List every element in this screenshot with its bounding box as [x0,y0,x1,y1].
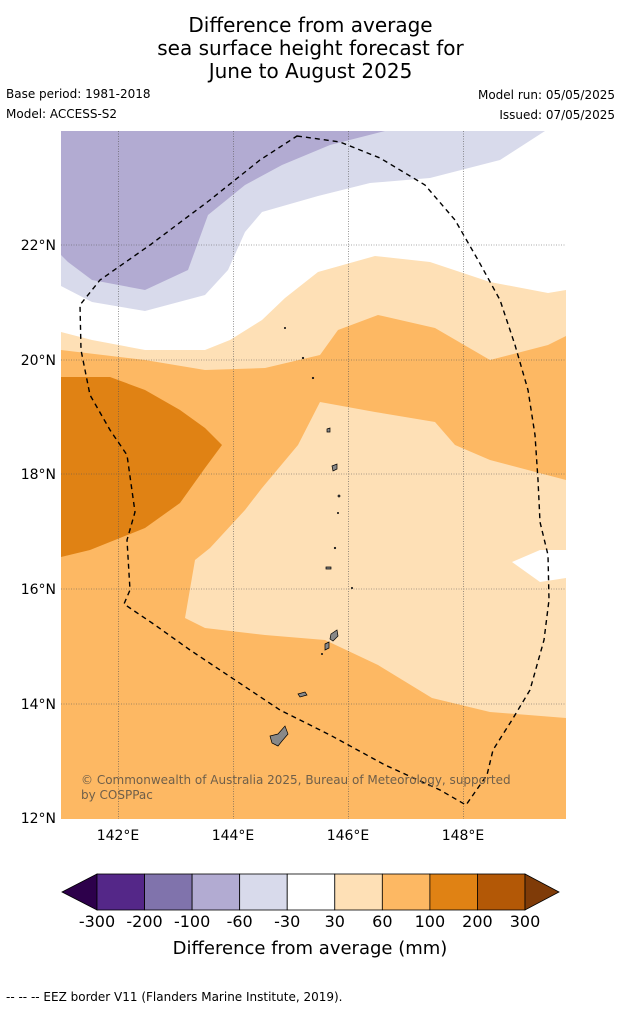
island-anatahan [325,566,332,570]
lon-label-148e: 148°E [442,828,485,844]
lat-labels: 22°N 20°N 18°N 16°N 14°N 12°N [21,238,56,827]
lat-label-18n: 18°N [21,467,56,483]
eez-border [79,135,550,806]
colorbar-tick-label: 200 [462,912,493,931]
island-agrihan [326,427,331,433]
colorbar-tick-labels: -300 -200 -100 -60 -30 30 60 100 200 300 [79,912,540,931]
copyright-line-1: © Commonwealth of Australia 2025, Bureau… [81,773,511,787]
gridlines [61,131,566,819]
colorbar-segment [381,873,431,911]
title-line-2: sea surface height forecast for [157,36,464,60]
eez-footnote: -- -- -- EEZ border V11 (Flanders Marine… [6,990,343,1004]
island-rota [297,691,308,698]
lon-label-142e: 142°E [97,828,140,844]
issued-date: Issued: 07/05/2025 [499,108,615,122]
island-pagan [331,463,338,472]
band-100-200 [61,377,222,557]
colorbar-segment [239,873,288,911]
colorbar-segment [334,873,383,911]
map-title: Difference from average sea surface heig… [0,14,621,83]
colorbar-segment [96,873,145,911]
colorbar-tick-label: -30 [274,912,300,931]
colorbar-tick-label: -100 [174,912,210,931]
base-period: Base period: 1981-2018 [6,87,151,101]
colorbar-tick-label: 300 [510,912,541,931]
lon-label-144e: 144°E [212,828,255,844]
colorbar-tick-label: -60 [227,912,253,931]
colorbar-label: Difference from average (mm) [173,938,448,959]
lat-label-22n: 22°N [21,238,56,254]
colorbar-segment [429,873,478,911]
colorbar-segment [191,873,241,911]
colorbar-segment [144,873,193,911]
lon-labels: 142°E 144°E 146°E 148°E [97,828,485,844]
lat-label-20n: 20°N [21,353,56,369]
model-run: Model run: 05/05/2025 [477,88,615,102]
lat-label-16n: 16°N [21,582,56,598]
lon-label-146e: 146°E [327,828,370,844]
colorbar-tick-label: 100 [415,912,446,931]
lat-label-12n: 12°N [21,811,56,827]
lat-label-14n: 14°N [21,697,56,713]
title-line-3: June to August 2025 [208,59,413,83]
colorbar-tick-label: -200 [126,912,162,931]
islands [269,326,354,747]
colorbar [61,873,560,911]
copyright-line-2: by COSPPac [81,788,153,802]
band-minus30-30-east [512,550,566,582]
colorbar-segment [286,873,336,911]
colorbar-extend-high [524,873,560,911]
island-tinian [324,641,330,651]
colorbar-tick-label: 60 [372,912,392,931]
model-name: Model: ACCESS-S2 [6,107,118,121]
island-guam [269,725,289,747]
colorbar-tick-label: 30 [325,912,345,931]
colorbar-segment [477,873,526,911]
title-line-1: Difference from average [188,13,433,37]
island-saipan [329,629,339,642]
sea-surface-height-map: © Commonwealth of Australia 2025, Bureau… [61,131,566,819]
colorbar-extend-low [61,873,98,911]
colorbar-tick-label: -300 [79,912,115,931]
